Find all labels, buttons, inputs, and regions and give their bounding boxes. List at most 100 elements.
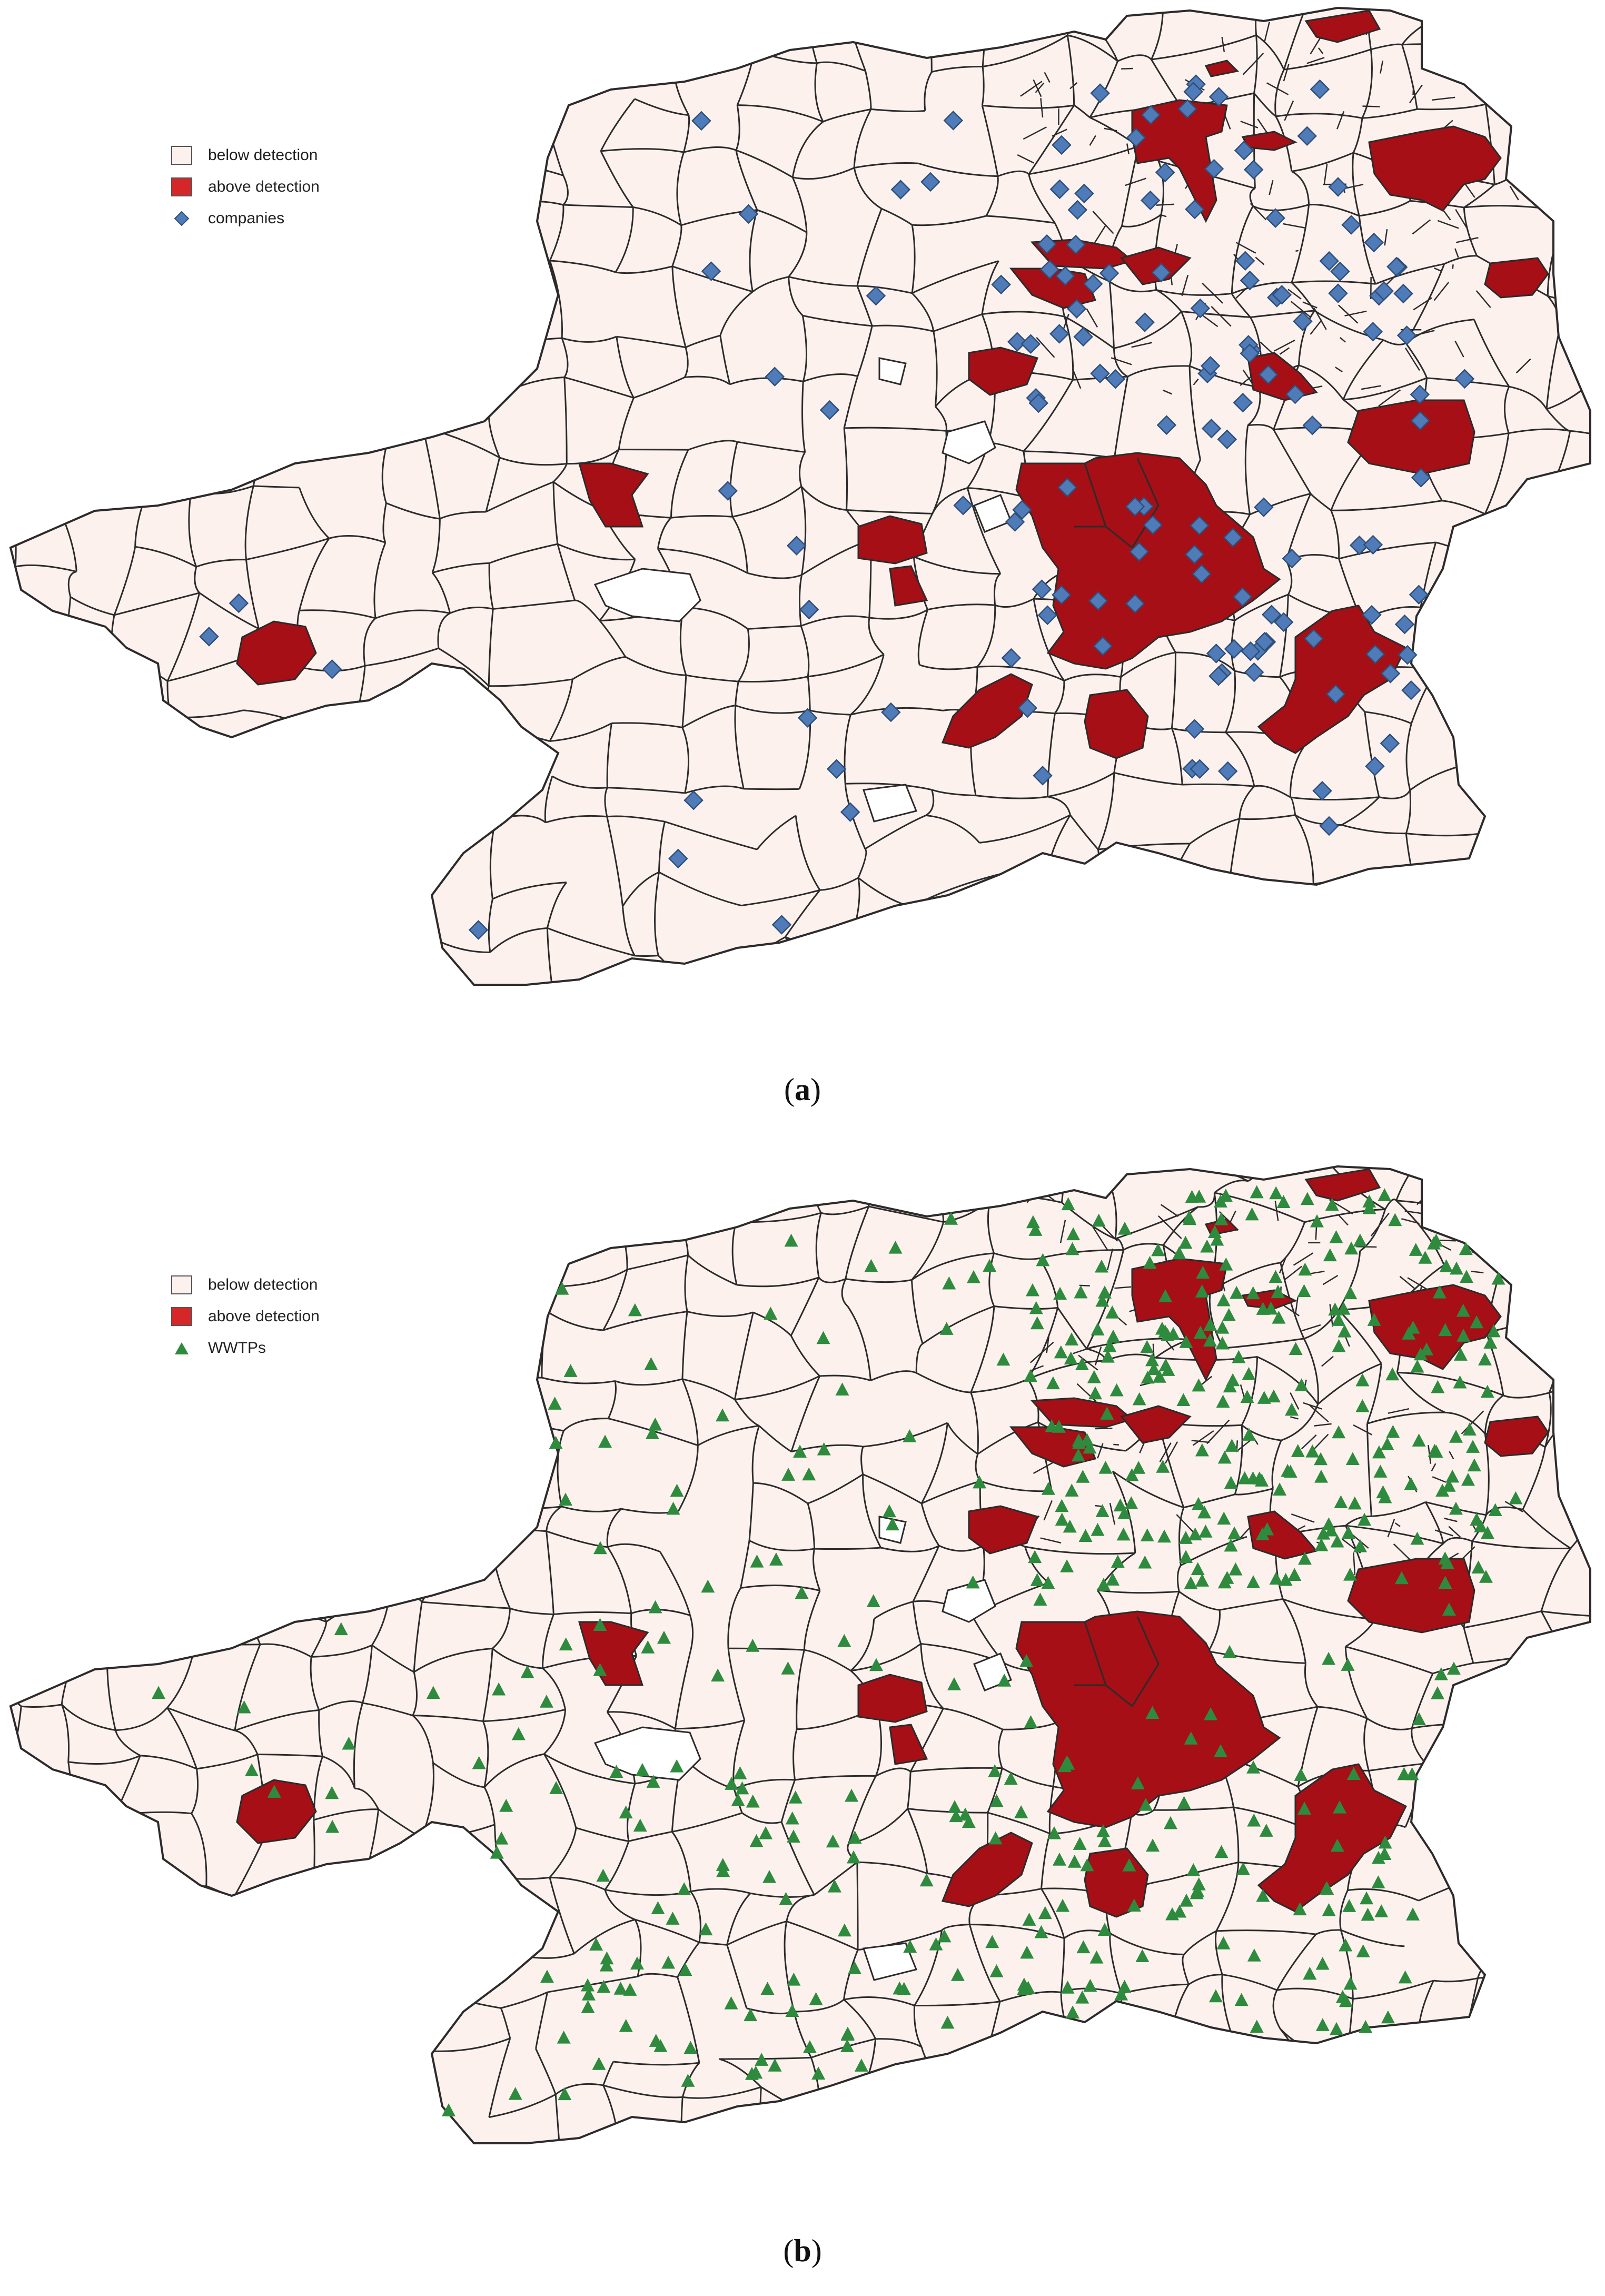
- municipality-border: [912, 260, 999, 294]
- municipality-border: [737, 441, 805, 453]
- wwtp-marker: [1155, 1321, 1169, 1335]
- above-detection-municipality: [1347, 1558, 1475, 1634]
- municipality-border: [11, 1496, 71, 1501]
- municipality-border: [425, 1369, 475, 1384]
- above-detection-municipality: [1257, 1763, 1408, 1913]
- wwtp-marker: [441, 2103, 455, 2116]
- municipality-border: [179, 1424, 251, 1438]
- municipality-border: [234, 1729, 259, 1755]
- wwtp-marker: [1491, 1271, 1505, 1285]
- municipality-border: [1298, 364, 1344, 400]
- municipality-border: [1024, 1546, 1050, 1584]
- municipality-border: [172, 1473, 255, 1501]
- municipality-border: [1017, 154, 1034, 164]
- wwtp-marker: [1343, 1567, 1358, 1581]
- municipality-border: [1287, 289, 1302, 300]
- municipality-border: [412, 1715, 434, 1763]
- wwtp-marker: [1088, 1386, 1102, 1400]
- municipality-border: [1527, 2064, 1552, 2101]
- municipality-border: [1039, 874, 1050, 926]
- wwtp-marker: [1247, 1948, 1261, 1962]
- municipality-border: [1109, 981, 1173, 985]
- municipality-border: [1317, 1363, 1382, 1405]
- municipality-border: [615, 1378, 683, 1386]
- municipality-border: [986, 8, 1054, 24]
- legend-label: below detection: [208, 1276, 318, 1293]
- municipality-border: [356, 826, 365, 898]
- municipality-border: [261, 2091, 270, 2143]
- municipality-border: [1481, 981, 1551, 985]
- wwtp-marker: [1246, 1760, 1261, 1774]
- below-detection-swatch: [171, 1275, 192, 1294]
- municipality-border: [1113, 348, 1128, 378]
- wwtp-marker: [1466, 1440, 1480, 1453]
- municipality-border: [735, 705, 810, 714]
- municipality-border: [690, 1891, 701, 1943]
- municipality-border: [348, 1926, 375, 2009]
- municipality-border: [607, 787, 685, 794]
- municipality-border: [118, 98, 193, 125]
- wwtp-marker: [1075, 1990, 1089, 2004]
- wwtp-marker: [1247, 1813, 1261, 1827]
- municipality-border: [1432, 96, 1455, 101]
- municipality-border: [635, 954, 659, 957]
- wwtp-marker: [597, 1980, 611, 1993]
- municipality-border: [788, 276, 857, 287]
- wwtp-marker: [1065, 1483, 1079, 1497]
- wwtp-marker: [1480, 1526, 1494, 1539]
- municipality-border: [1436, 669, 1500, 683]
- wwtp-marker: [1092, 1213, 1106, 1227]
- wwtp-marker: [1184, 1576, 1198, 1589]
- municipality-border: [977, 1421, 1039, 1455]
- wwtp-marker: [1096, 1578, 1111, 1591]
- municipality-border: [1206, 1419, 1230, 1444]
- municipality-border: [1156, 289, 1182, 312]
- wwtp-marker: [779, 1892, 793, 1905]
- municipality-border: [1188, 1974, 1223, 1985]
- municipality-border: [1405, 790, 1412, 834]
- municipality-border: [262, 2082, 324, 2092]
- wwtp-marker: [623, 1983, 637, 1996]
- municipality-border: [488, 898, 493, 953]
- municipality-border: [381, 220, 452, 232]
- municipality-border: [634, 98, 689, 116]
- wwtp-marker: [1091, 1322, 1105, 1335]
- municipality-border: [819, 877, 859, 891]
- municipality-border: [354, 726, 411, 730]
- wwtp-marker: [1030, 1316, 1044, 1330]
- wwtp-marker: [1324, 1523, 1339, 1537]
- municipality-border: [1376, 2151, 1439, 2165]
- wwtp-marker: [988, 1764, 1002, 1777]
- municipality-border: [1274, 339, 1295, 352]
- company-marker: [1093, 636, 1113, 656]
- wwtp-marker: [1210, 1232, 1224, 1246]
- wwtp-marker: [1135, 1949, 1150, 1963]
- wwtp-marker: [1064, 1351, 1078, 1365]
- wwtp-marker: [1184, 1731, 1198, 1745]
- municipality-border: [1502, 1865, 1557, 1879]
- municipality-border: [1401, 1218, 1420, 1224]
- triangle-icon: [171, 1339, 192, 1358]
- municipality-border: [1067, 34, 1118, 62]
- municipality-border: [319, 1700, 363, 1711]
- wwtp-marker: [613, 1982, 628, 1995]
- municipality-border: [50, 2104, 70, 2143]
- municipality-border: [1231, 205, 1254, 294]
- municipality-border: [1151, 34, 1257, 61]
- wwtp-marker: [882, 1504, 896, 1518]
- municipality-border: [606, 1508, 622, 1547]
- municipality-border: [674, 1652, 691, 1729]
- wwtp-marker: [1193, 1325, 1207, 1339]
- municipality-border: [110, 1542, 203, 1566]
- municipality-border: [418, 1986, 430, 2052]
- municipality-border: [860, 1446, 864, 1475]
- wwtp-marker: [1435, 1483, 1450, 1497]
- municipality-border: [719, 335, 731, 385]
- municipality-border: [1207, 1610, 1221, 1652]
- municipality-border: [1097, 773, 1115, 850]
- wwtp-marker: [1388, 1213, 1402, 1226]
- municipality-border: [1352, 153, 1360, 216]
- company-marker: [1410, 411, 1430, 431]
- company-marker: [1184, 544, 1205, 565]
- wwtp-marker: [1398, 1970, 1412, 1984]
